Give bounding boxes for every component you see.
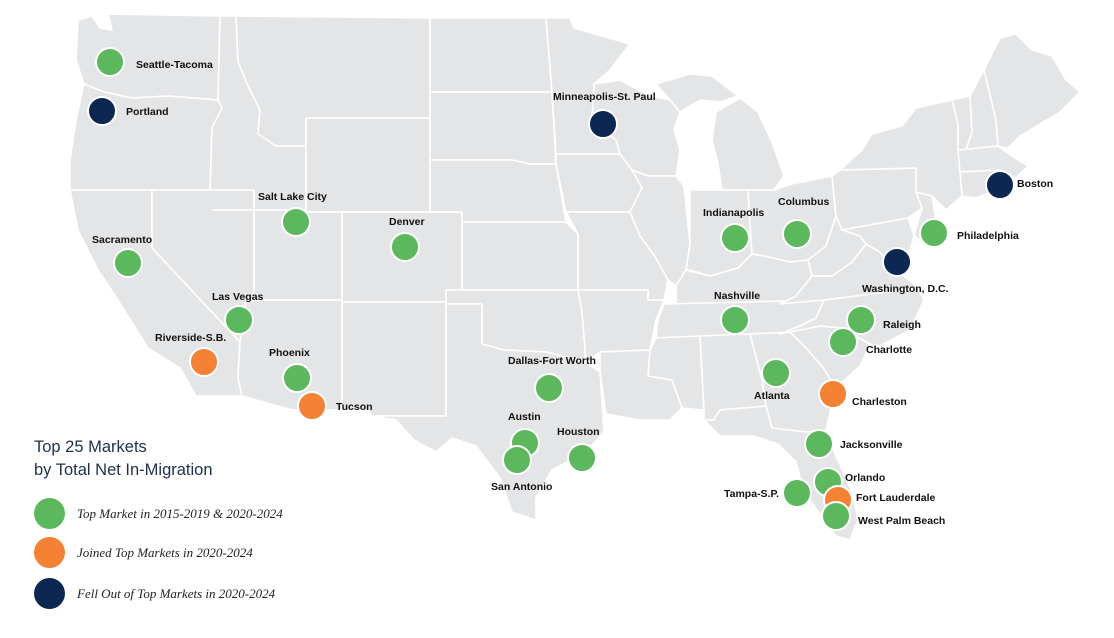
- market-label-washington-d-c: Washington, D.C.: [862, 283, 949, 295]
- legend-item-fell-out: Fell Out of Top Markets in 2020-2024: [34, 578, 275, 609]
- market-label-minneapolis-st-paul: Minneapolis-St. Paul: [553, 91, 656, 103]
- state-north-dakota: [429, 17, 553, 93]
- orange-dot-icon: [34, 537, 65, 568]
- market-label-houston: Houston: [557, 426, 600, 438]
- legend-label: Top Market in 2015-2019 & 2020-2024: [77, 505, 283, 521]
- marker-charlotte[interactable]: [828, 327, 858, 357]
- market-label-riverside-s-b: Riverside-S.B.: [155, 332, 227, 344]
- marker-phoenix[interactable]: [282, 363, 312, 393]
- state-illinois: [629, 169, 691, 287]
- market-label-tampa-s-p: Tampa-S.P.: [724, 488, 780, 500]
- marker-minneapolis-st-paul[interactable]: [588, 109, 618, 139]
- market-label-indianapolis: Indianapolis: [703, 207, 765, 219]
- market-label-austin: Austin: [508, 411, 541, 423]
- marker-west-palm-beach[interactable]: [821, 501, 851, 531]
- legend-item-top-market: Top Market in 2015-2019 & 2020-2024: [34, 498, 283, 529]
- legend-title-line1: Top 25 Markets: [34, 438, 147, 456]
- state-arkansas: [577, 289, 665, 363]
- market-label-columbus: Columbus: [778, 196, 830, 208]
- marker-portland[interactable]: [87, 96, 117, 126]
- market-label-charlotte: Charlotte: [866, 344, 913, 356]
- market-label-phoenix: Phoenix: [269, 347, 310, 359]
- market-label-san-antonio: San Antonio: [491, 481, 553, 493]
- marker-nashville[interactable]: [720, 305, 750, 335]
- marker-boston[interactable]: [985, 170, 1015, 200]
- legend: Top 25 Markets by Total Net In-Migration…: [34, 436, 283, 609]
- legend-label: Joined Top Markets in 2020-2024: [77, 544, 253, 560]
- marker-tampa-s-p[interactable]: [782, 478, 812, 508]
- marker-atlanta[interactable]: [761, 358, 791, 388]
- state-pennsylvania: [831, 167, 929, 231]
- market-label-las-vegas: Las Vegas: [212, 291, 264, 303]
- marker-tucson[interactable]: [297, 391, 327, 421]
- market-label-portland: Portland: [126, 106, 169, 118]
- state-maine: [983, 33, 1081, 149]
- market-label-denver: Denver: [389, 216, 425, 228]
- market-label-charleston: Charleston: [852, 396, 907, 408]
- state-nebraska: [429, 159, 567, 223]
- market-label-tucson: Tucson: [336, 401, 373, 413]
- marker-san-antonio[interactable]: [502, 445, 532, 475]
- marker-dallas-fort-worth[interactable]: [534, 373, 564, 403]
- marker-las-vegas[interactable]: [224, 305, 254, 335]
- legend-title-line2: by Total Net In-Migration: [34, 461, 213, 479]
- market-label-philadelphia: Philadelphia: [957, 230, 1019, 242]
- marker-washington-d-c[interactable]: [882, 247, 912, 277]
- market-label-sacramento: Sacramento: [92, 234, 153, 246]
- market-label-fort-lauderdale: Fort Lauderdale: [856, 492, 936, 504]
- market-label-seattle-tacoma: Seattle-Tacoma: [136, 59, 213, 71]
- legend-label: Fell Out of Top Markets in 2020-2024: [77, 585, 276, 601]
- market-label-west-palm-beach: West Palm Beach: [858, 515, 946, 527]
- green-dot-icon: [34, 498, 65, 529]
- marker-indianapolis[interactable]: [720, 223, 750, 253]
- marker-denver[interactable]: [390, 232, 420, 262]
- state-kansas: [461, 221, 579, 291]
- marker-philadelphia[interactable]: [919, 218, 949, 248]
- marker-jacksonville[interactable]: [804, 429, 834, 459]
- market-label-nashville: Nashville: [714, 290, 761, 302]
- market-label-boston: Boston: [1017, 178, 1054, 190]
- marker-columbus[interactable]: [782, 219, 812, 249]
- market-label-raleigh: Raleigh: [883, 319, 921, 331]
- marker-salt-lake-city[interactable]: [281, 207, 311, 237]
- market-label-jacksonville: Jacksonville: [840, 439, 903, 451]
- market-label-atlanta: Atlanta: [754, 390, 790, 402]
- navy-dot-icon: [34, 578, 65, 609]
- market-label-orlando: Orlando: [845, 472, 886, 484]
- market-label-salt-lake-city: Salt Lake City: [258, 191, 327, 203]
- marker-seattle-tacoma[interactable]: [95, 47, 125, 77]
- marker-houston[interactable]: [567, 443, 597, 473]
- state-south-dakota: [429, 91, 557, 165]
- marker-riverside-s-b[interactable]: [189, 347, 219, 377]
- legend-item-joined: Joined Top Markets in 2020-2024: [34, 537, 253, 568]
- state-texas: [371, 303, 605, 521]
- marker-sacramento[interactable]: [113, 248, 143, 278]
- state-michigan: [655, 73, 785, 191]
- marker-charleston[interactable]: [818, 379, 848, 409]
- state-wisconsin: [591, 79, 681, 177]
- state-new-mexico: [341, 301, 447, 417]
- market-label-dallas-fort-worth: Dallas-Fort Worth: [508, 355, 596, 367]
